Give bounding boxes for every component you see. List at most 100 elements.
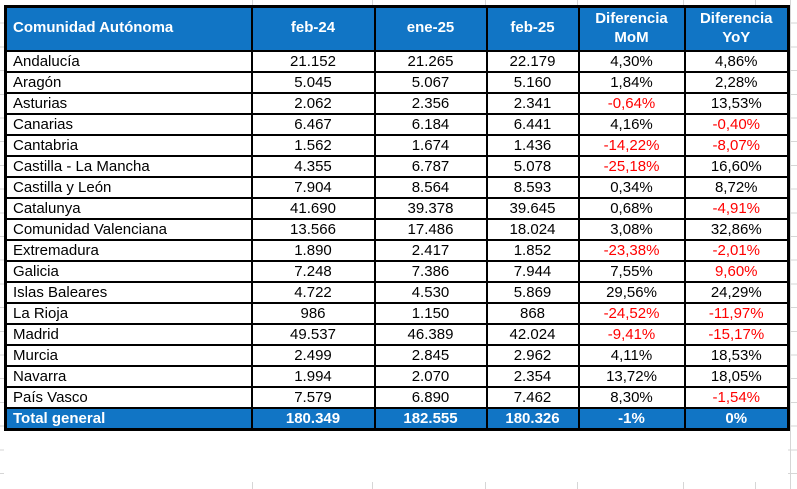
header-cell-feb24[interactable]: feb-24 [250,5,376,52]
mom-diff-cell[interactable]: 4,11% [577,343,686,367]
mom-diff-cell[interactable]: -24,52% [577,301,686,325]
mom-diff-cell[interactable]: 4,30% [577,49,686,73]
mom-diff-cell[interactable]: -23,38% [577,238,686,262]
mom-diff-cell[interactable]: 3,08% [577,217,686,241]
feb24-value-cell[interactable]: 7.904 [250,175,376,199]
yoy-diff-cell[interactable]: 4,86% [683,49,790,73]
feb25-value-cell[interactable]: 22.179 [485,49,580,73]
feb24-value-cell[interactable]: 2.499 [250,343,376,367]
feb24-value-cell[interactable]: 41.690 [250,196,376,220]
yoy-diff-cell[interactable]: 32,86% [683,217,790,241]
yoy-diff-cell[interactable]: -1,54% [683,385,790,409]
community-name-cell[interactable]: Andalucía [4,49,253,73]
feb25-value-cell[interactable]: 5.078 [485,154,580,178]
mom-diff-cell[interactable]: -9,41% [577,322,686,346]
mom-diff-cell[interactable]: 7,55% [577,259,686,283]
feb24-value-cell[interactable]: 49.537 [250,322,376,346]
feb25-value-cell[interactable]: 5.869 [485,280,580,304]
ene25-value-cell[interactable]: 1.674 [373,133,488,157]
feb24-value-cell[interactable]: 6.467 [250,112,376,136]
ene25-value-cell[interactable]: 8.564 [373,175,488,199]
feb24-value-cell[interactable]: 986 [250,301,376,325]
total-yoy-cell[interactable]: 0% [683,406,790,431]
ene25-value-cell[interactable]: 2.356 [373,91,488,115]
feb25-value-cell[interactable]: 868 [485,301,580,325]
community-name-cell[interactable]: Catalunya [4,196,253,220]
feb25-value-cell[interactable]: 2.354 [485,364,580,388]
ene25-value-cell[interactable]: 2.845 [373,343,488,367]
total-mom-cell[interactable]: -1% [577,406,686,431]
mom-diff-cell[interactable]: 8,30% [577,385,686,409]
feb24-value-cell[interactable]: 7.579 [250,385,376,409]
feb25-value-cell[interactable]: 1.852 [485,238,580,262]
feb25-value-cell[interactable]: 1.436 [485,133,580,157]
ene25-value-cell[interactable]: 2.070 [373,364,488,388]
feb25-value-cell[interactable]: 39.645 [485,196,580,220]
mom-diff-cell[interactable]: 29,56% [577,280,686,304]
feb25-value-cell[interactable]: 18.024 [485,217,580,241]
total-feb25-cell[interactable]: 180.326 [485,406,580,431]
feb24-value-cell[interactable]: 5.045 [250,70,376,94]
community-name-cell[interactable]: Murcia [4,343,253,367]
yoy-diff-cell[interactable]: -4,91% [683,196,790,220]
ene25-value-cell[interactable]: 2.417 [373,238,488,262]
mom-diff-cell[interactable]: 4,16% [577,112,686,136]
mom-diff-cell[interactable]: -14,22% [577,133,686,157]
ene25-value-cell[interactable]: 6.787 [373,154,488,178]
header-cell-ene25[interactable]: ene-25 [373,5,488,52]
community-name-cell[interactable]: Madrid [4,322,253,346]
feb25-value-cell[interactable]: 7.944 [485,259,580,283]
total-ene25-cell[interactable]: 182.555 [373,406,488,431]
yoy-diff-cell[interactable]: 8,72% [683,175,790,199]
feb24-value-cell[interactable]: 1.562 [250,133,376,157]
ene25-value-cell[interactable]: 17.486 [373,217,488,241]
ene25-value-cell[interactable]: 4.530 [373,280,488,304]
yoy-diff-cell[interactable]: 16,60% [683,154,790,178]
feb24-value-cell[interactable]: 2.062 [250,91,376,115]
yoy-diff-cell[interactable]: -0,40% [683,112,790,136]
yoy-diff-cell[interactable]: -8,07% [683,133,790,157]
feb25-value-cell[interactable]: 2.962 [485,343,580,367]
header-cell-comunidad[interactable]: Comunidad Autónoma [4,5,253,52]
feb24-value-cell[interactable]: 4.355 [250,154,376,178]
community-name-cell[interactable]: Castilla y León [4,175,253,199]
feb24-value-cell[interactable]: 21.152 [250,49,376,73]
header-cell-diferencia-mom[interactable]: Diferencia MoM [577,5,686,52]
mom-diff-cell[interactable]: 0,34% [577,175,686,199]
feb24-value-cell[interactable]: 13.566 [250,217,376,241]
yoy-diff-cell[interactable]: 13,53% [683,91,790,115]
ene25-value-cell[interactable]: 1.150 [373,301,488,325]
mom-diff-cell[interactable]: -0,64% [577,91,686,115]
community-name-cell[interactable]: Canarias [4,112,253,136]
feb25-value-cell[interactable]: 7.462 [485,385,580,409]
community-name-cell[interactable]: Comunidad Valenciana [4,217,253,241]
yoy-diff-cell[interactable]: 9,60% [683,259,790,283]
yoy-diff-cell[interactable]: 24,29% [683,280,790,304]
community-name-cell[interactable]: País Vasco [4,385,253,409]
feb25-value-cell[interactable]: 42.024 [485,322,580,346]
community-name-cell[interactable]: Galicia [4,259,253,283]
feb25-value-cell[interactable]: 2.341 [485,91,580,115]
feb25-value-cell[interactable]: 6.441 [485,112,580,136]
feb25-value-cell[interactable]: 5.160 [485,70,580,94]
feb24-value-cell[interactable]: 1.994 [250,364,376,388]
community-name-cell[interactable]: Asturias [4,91,253,115]
ene25-value-cell[interactable]: 6.184 [373,112,488,136]
ene25-value-cell[interactable]: 5.067 [373,70,488,94]
community-name-cell[interactable]: Cantabria [4,133,253,157]
community-name-cell[interactable]: Castilla - La Mancha [4,154,253,178]
mom-diff-cell[interactable]: 1,84% [577,70,686,94]
ene25-value-cell[interactable]: 46.389 [373,322,488,346]
community-name-cell[interactable]: Navarra [4,364,253,388]
feb25-value-cell[interactable]: 8.593 [485,175,580,199]
ene25-value-cell[interactable]: 7.386 [373,259,488,283]
ene25-value-cell[interactable]: 21.265 [373,49,488,73]
feb24-value-cell[interactable]: 1.890 [250,238,376,262]
mom-diff-cell[interactable]: -25,18% [577,154,686,178]
community-name-cell[interactable]: Islas Baleares [4,280,253,304]
yoy-diff-cell[interactable]: -11,97% [683,301,790,325]
yoy-diff-cell[interactable]: 18,05% [683,364,790,388]
total-feb24-cell[interactable]: 180.349 [250,406,376,431]
community-name-cell[interactable]: Aragón [4,70,253,94]
community-name-cell[interactable]: La Rioja [4,301,253,325]
